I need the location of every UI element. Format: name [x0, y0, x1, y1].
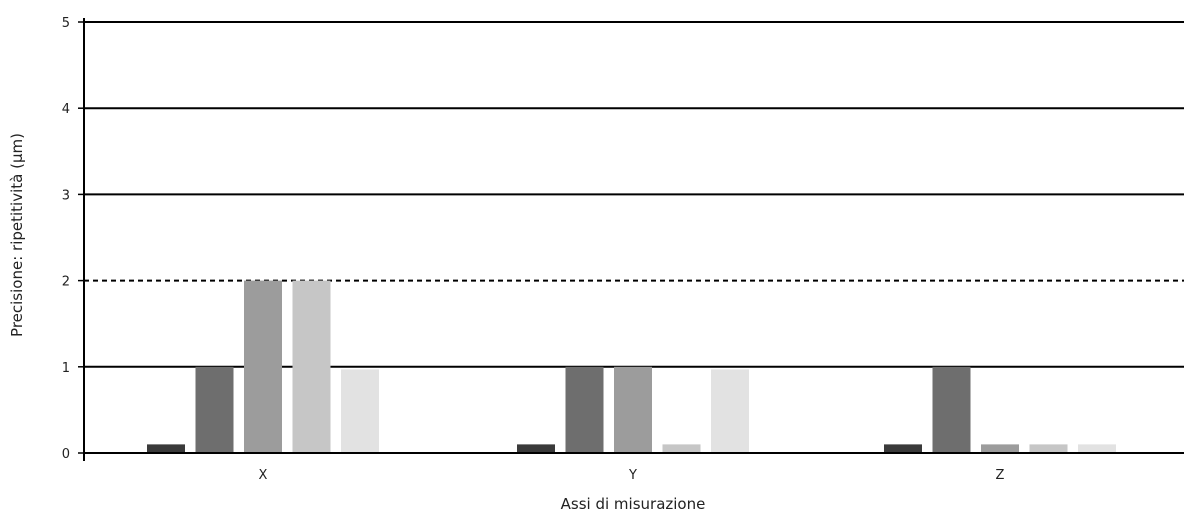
y-tick-label: 0	[62, 447, 70, 462]
bar	[711, 369, 749, 453]
bar	[1078, 444, 1116, 453]
x-tick-label: Z	[996, 468, 1005, 483]
x-ticks: X Y Z	[259, 468, 1005, 483]
bar	[932, 366, 971, 453]
bar	[341, 369, 379, 453]
y-tick-label: 2	[62, 275, 70, 290]
y-tick-label: 5	[62, 16, 70, 31]
bar	[981, 444, 1019, 453]
bar	[662, 444, 701, 453]
y-tick-label: 4	[62, 102, 70, 117]
bars	[147, 280, 1116, 453]
bar	[517, 444, 555, 453]
y-axis-title: Precisione: ripetitività (µm)	[8, 133, 26, 337]
bar	[884, 444, 922, 453]
y-ticks: 0 1 2 3 4 5	[62, 16, 84, 462]
y-tick-label: 1	[62, 361, 70, 376]
y-tick-label: 3	[62, 188, 70, 203]
x-tick-label: X	[259, 468, 268, 483]
axes	[83, 18, 1184, 461]
bar	[565, 366, 604, 453]
bar	[614, 366, 652, 453]
bar	[147, 444, 185, 453]
bar	[244, 280, 282, 453]
bar	[195, 366, 234, 453]
x-tick-label: Y	[628, 468, 637, 483]
x-axis-title: Assi di misurazione	[561, 495, 706, 513]
bar	[292, 280, 331, 453]
bar	[1029, 444, 1068, 453]
